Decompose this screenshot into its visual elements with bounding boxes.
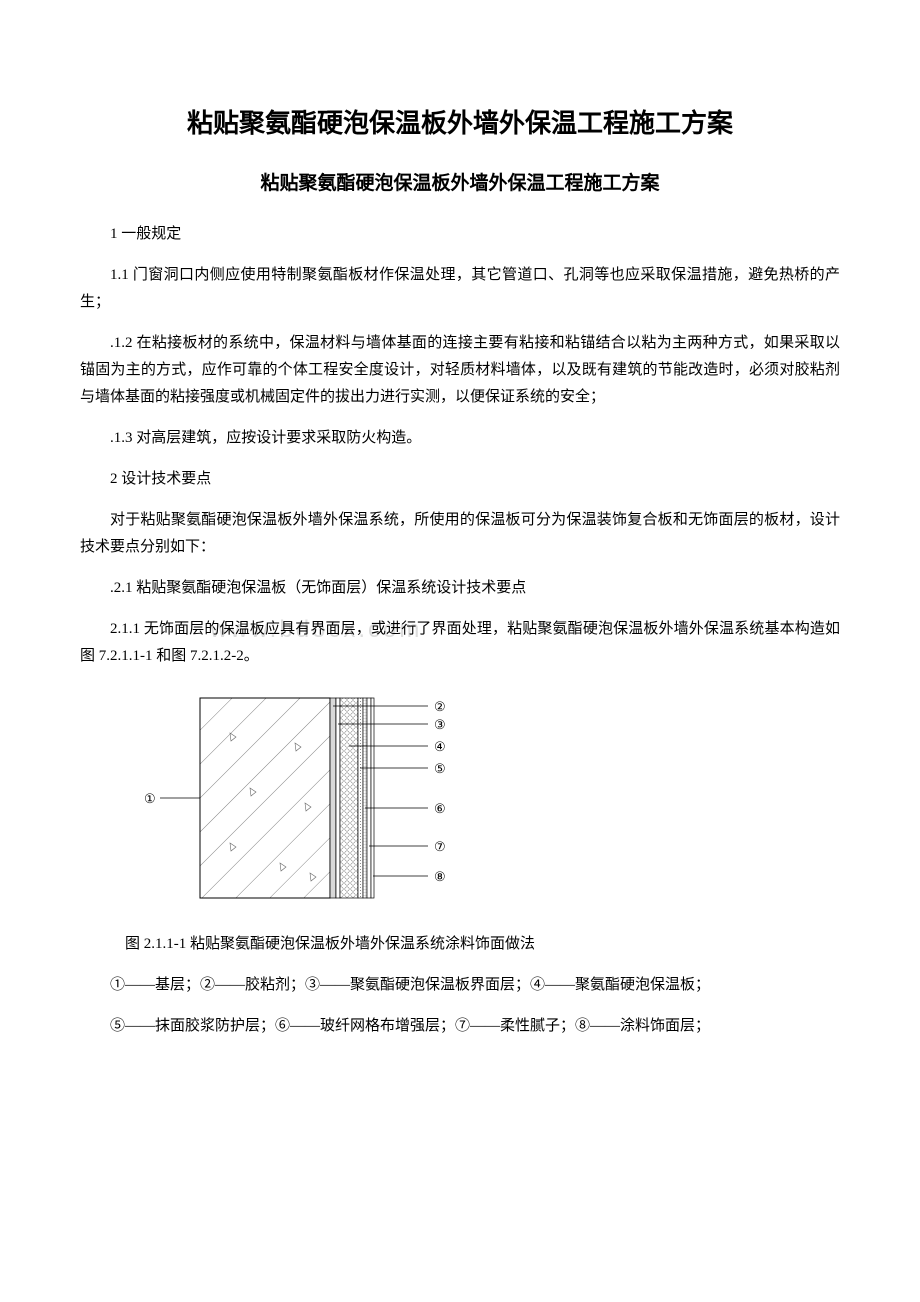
svg-text:⑦: ⑦ bbox=[434, 839, 446, 854]
svg-text:④: ④ bbox=[434, 739, 446, 754]
document-main-title: 粘贴聚氨酯硬泡保温板外墙外保温工程施工方案 bbox=[80, 100, 840, 147]
svg-text:⑧: ⑧ bbox=[434, 869, 446, 884]
paragraph-2-1-1: 2.1.1 无饰面层的保温板应具有界面层，或进行了界面处理，粘贴聚氨酯硬泡保温板… bbox=[80, 616, 840, 670]
svg-text:⑥: ⑥ bbox=[434, 801, 446, 816]
paragraph-2-1: .2.1 粘贴聚氨酯硬泡保温板（无饰面层）保温系统设计技术要点 bbox=[80, 575, 840, 602]
section-1-heading: 1 一般规定 bbox=[80, 221, 840, 248]
paragraph-1-3: .1.3 对高层建筑，应按设计要求采取防火构造。 bbox=[80, 425, 840, 452]
svg-text:②: ② bbox=[434, 699, 446, 714]
legend-line-2: ⑤——抹面胶浆防护层；⑥——玻纤网格布增强层；⑦——柔性腻子；⑧——涂料饰面层； bbox=[80, 1013, 840, 1040]
paragraph-2-intro: 对于粘贴聚氨酯硬泡保温板外墙外保温系统，所使用的保温板可分为保温装饰复合板和无饰… bbox=[80, 507, 840, 561]
diagram-caption: 图 2.1.1-1 粘贴聚氨酯硬泡保温板外墙外保温系统涂料饰面做法 bbox=[80, 931, 840, 958]
svg-text:⑤: ⑤ bbox=[434, 761, 446, 776]
legend-line-1: ①——基层；②——胶粘剂；③——聚氨酯硬泡保温板界面层；④——聚氨酯硬泡保温板； bbox=[80, 972, 840, 999]
section-2-heading: 2 设计技术要点 bbox=[80, 466, 840, 493]
wall-section-diagram: ① ② ③ ④ ⑤ ⑥ ⑦ ⑧ bbox=[140, 688, 840, 913]
paragraph-1-1: 1.1 门窗洞口内侧应使用特制聚氨酯板材作保温处理，其它管道口、孔洞等也应采取保… bbox=[80, 262, 840, 316]
watermark-container: www.bdocx.com 2.1.1 无饰面层的保温板应具有界面层，或进行了界… bbox=[80, 616, 840, 670]
paragraph-1-2: .1.2 在粘接板材的系统中，保温材料与墙体基面的连接主要有粘接和粘锚结合以粘为… bbox=[80, 330, 840, 411]
diagram-svg: ① ② ③ ④ ⑤ ⑥ ⑦ ⑧ bbox=[140, 688, 480, 913]
document-sub-title: 粘贴聚氨酯硬泡保温板外墙外保温工程施工方案 bbox=[80, 167, 840, 201]
svg-text:①: ① bbox=[144, 791, 156, 806]
svg-text:③: ③ bbox=[434, 717, 446, 732]
